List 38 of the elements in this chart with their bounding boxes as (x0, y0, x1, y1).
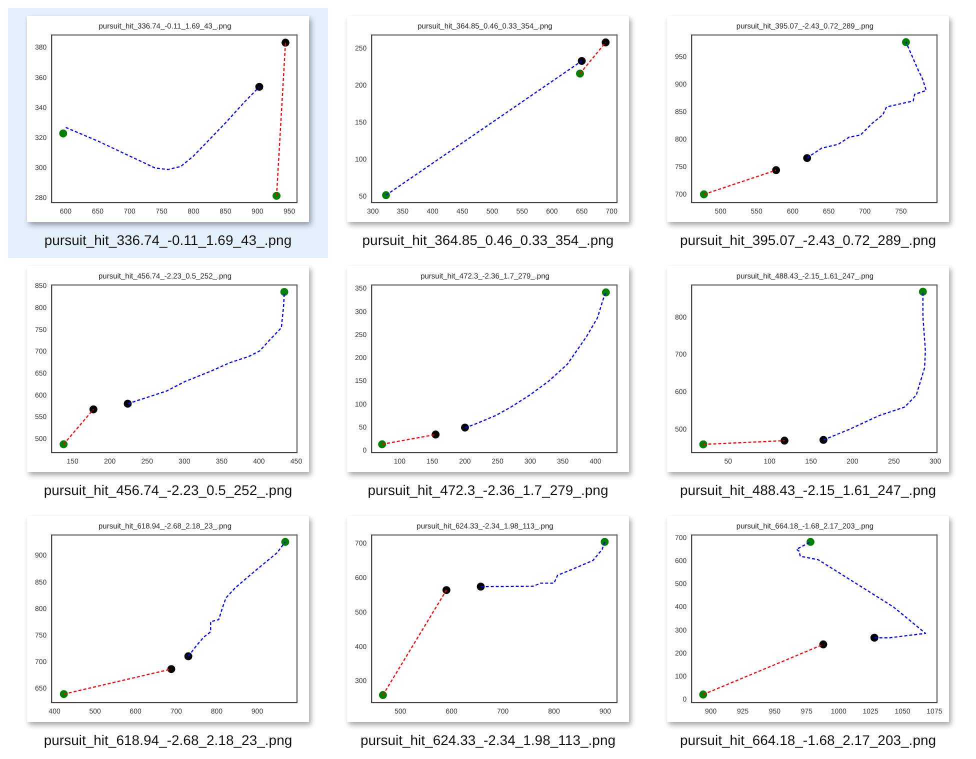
point (476, 582, 485, 591)
text: pursuit_hit_488.43_-2.15_1.61_247_.png (680, 482, 936, 498)
text: pursuit_hit_336.74_-0.11_1.69_43_.png (44, 232, 292, 248)
text: pursuit_hit_664.18_-1.68_2.17_203_.png (680, 732, 936, 748)
point (280, 288, 288, 296)
text: pursuit_hit_624.33_-2.34_1.98_113_.png (360, 732, 616, 748)
point (902, 38, 910, 46)
text: pursuit_hit_472.3_-2.36_1.7_279_.png (368, 482, 608, 498)
point (806, 538, 815, 546)
text: pursuit_hit_618.94_-2.68_2.18_23_.png (44, 732, 292, 748)
text: pursuit_hit_364.85_0.46_0.33_354_.png (362, 232, 614, 248)
point (255, 82, 264, 91)
point (60, 690, 68, 698)
point (699, 690, 708, 699)
point (272, 192, 281, 200)
point (819, 640, 828, 648)
point (918, 288, 927, 296)
point (578, 56, 586, 65)
point (124, 400, 132, 408)
point (700, 190, 708, 198)
point (184, 652, 192, 660)
point (602, 288, 610, 296)
point (89, 405, 98, 414)
point (382, 191, 390, 200)
point (772, 166, 780, 174)
point (602, 38, 610, 46)
point (780, 436, 789, 445)
point (819, 436, 828, 444)
text: pursuit_hit_456.74_-2.23_0.5_252_.png (44, 482, 292, 498)
point (442, 586, 450, 594)
point (378, 691, 387, 700)
point (282, 38, 290, 47)
point (600, 538, 609, 546)
point (281, 538, 290, 546)
point (432, 430, 440, 439)
text: pursuit_hit_395.07_-2.43_0.72_289_.png (680, 232, 936, 248)
point (167, 665, 176, 674)
point (59, 129, 68, 138)
